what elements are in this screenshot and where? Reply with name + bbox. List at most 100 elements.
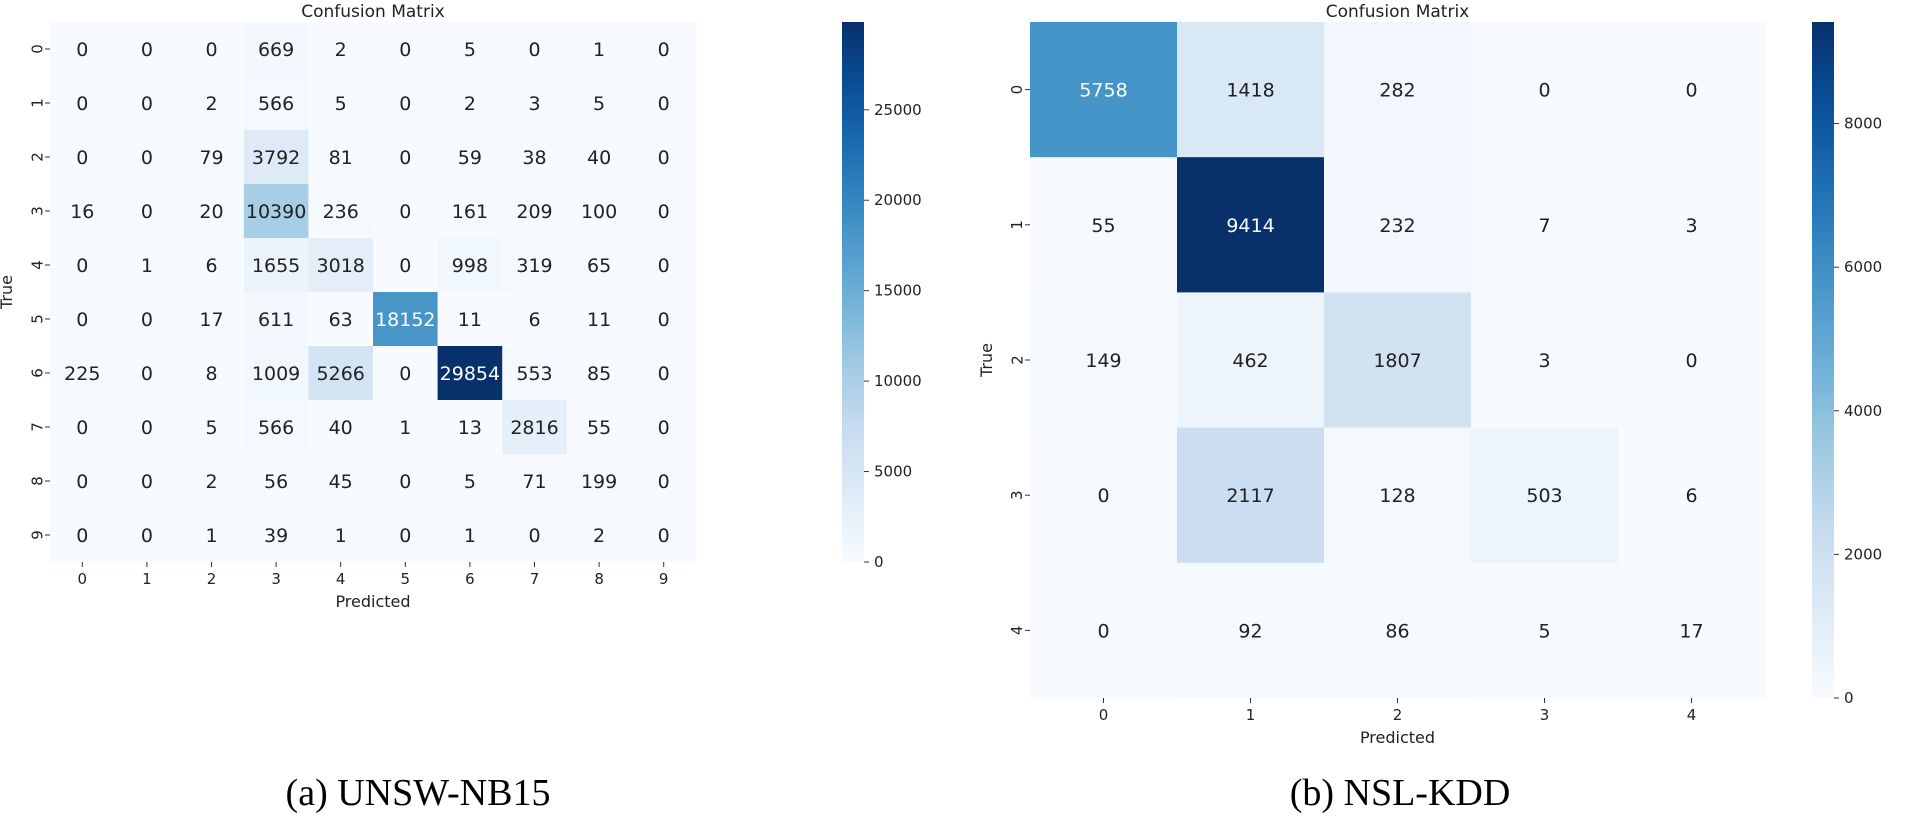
heatmap-cell [308, 508, 374, 563]
cell-value: 0 [658, 39, 670, 61]
cell-value: 0 [141, 525, 153, 547]
heatmap-cell [502, 508, 568, 563]
heatmap-cell [243, 508, 309, 563]
heatmap-cell [179, 292, 245, 347]
cell-value: 9414 [1226, 215, 1274, 237]
heatmap-cell [566, 22, 632, 77]
heatmap-cell [631, 184, 697, 239]
cell-value: 0 [658, 417, 670, 439]
cell-value: 92 [1238, 620, 1262, 642]
cell-value: 18152 [375, 309, 435, 331]
cell-value: 100 [581, 201, 617, 223]
cell-value: 17 [199, 309, 223, 331]
y-tick-label: 3 [28, 206, 46, 216]
cell-value: 3792 [252, 147, 300, 169]
cell-value: 149 [1085, 350, 1121, 372]
cell-value: 5758 [1079, 80, 1127, 102]
heatmap-cell [179, 454, 245, 509]
y-tick-label: 0 [1008, 85, 1026, 95]
cell-value: 503 [1526, 485, 1562, 507]
y-tick-label: 0 [28, 44, 46, 54]
heatmap-cell [373, 76, 439, 131]
heatmap-cell [50, 130, 116, 185]
heatmap-cell [50, 346, 116, 401]
y-tick-label: 2 [28, 152, 46, 162]
x-tick-label: 3 [1540, 706, 1550, 724]
heatmap-cell [1177, 427, 1325, 564]
heatmap-cell [179, 130, 245, 185]
heatmap-cell [502, 292, 568, 347]
heatmap-cell [179, 76, 245, 131]
y-tick-label: 1 [28, 98, 46, 108]
heatmap-cell [243, 454, 309, 509]
cell-value: 56 [264, 471, 288, 493]
heatmap-cell [566, 454, 632, 509]
cell-value: 81 [329, 147, 353, 169]
colorbar-tick-label: 0 [874, 553, 884, 571]
heatmap-cell [1030, 22, 1178, 158]
heatmap-cell [243, 400, 309, 455]
heatmap-cell [437, 130, 503, 185]
x-tick-label: 3 [271, 570, 281, 588]
heatmap-cell [437, 400, 503, 455]
cell-value: 5 [464, 471, 476, 493]
cell-value: 55 [587, 417, 611, 439]
cell-value: 0 [1097, 620, 1109, 642]
cell-value: 40 [587, 147, 611, 169]
heatmap-cell [1324, 157, 1472, 293]
cell-value: 55 [1091, 215, 1115, 237]
cell-value: 0 [141, 363, 153, 385]
x-tick-label: 9 [659, 570, 669, 588]
cell-value: 5266 [317, 363, 365, 385]
heatmap-cell [502, 76, 568, 131]
heatmap-cell [437, 292, 503, 347]
colorbar-tick-label: 20000 [874, 191, 922, 209]
heatmap-cell [373, 454, 439, 509]
cell-value: 0 [1685, 80, 1697, 102]
cell-value: 0 [141, 147, 153, 169]
cell-value: 0 [76, 93, 88, 115]
cell-value: 86 [1385, 620, 1409, 642]
cell-value: 0 [399, 471, 411, 493]
heatmap-cell [502, 238, 568, 293]
heatmap-cell [50, 22, 116, 77]
cell-value: 0 [76, 309, 88, 331]
heatmap-cell [373, 292, 439, 347]
cell-value: 611 [258, 309, 294, 331]
cell-value: 0 [76, 471, 88, 493]
cell-value: 1655 [252, 255, 300, 277]
chart-title: Confusion Matrix [1326, 2, 1470, 22]
cell-value: 38 [522, 147, 546, 169]
y-axis-label: True [977, 343, 996, 378]
cell-value: 3 [528, 93, 540, 115]
cell-value: 0 [399, 93, 411, 115]
heatmap-cell [50, 184, 116, 239]
cell-value: 2117 [1226, 485, 1274, 507]
cell-value: 1 [205, 525, 217, 547]
colorbar-tick-label: 5000 [874, 463, 912, 481]
heatmap-cell [437, 22, 503, 77]
heatmap-cell [114, 130, 180, 185]
heatmap-cell [566, 508, 632, 563]
heatmap-cell [1177, 157, 1325, 293]
y-tick-label: 8 [28, 476, 46, 486]
cell-value: 6 [205, 255, 217, 277]
cell-value: 0 [141, 417, 153, 439]
heatmap-cell [243, 346, 309, 401]
heatmap-cell [308, 22, 374, 77]
cell-value: 1009 [252, 363, 300, 385]
x-tick-label: 2 [207, 570, 217, 588]
heatmap-cell [502, 454, 568, 509]
heatmap-cell [373, 400, 439, 455]
cell-value: 0 [528, 525, 540, 547]
heatmap-cell [114, 238, 180, 293]
heatmap-cell [1618, 427, 1766, 564]
heatmap-cell [308, 76, 374, 131]
heatmap-cell [631, 238, 697, 293]
cell-value: 128 [1379, 485, 1415, 507]
heatmap-cell [373, 130, 439, 185]
cell-value: 0 [399, 39, 411, 61]
cell-value: 39 [264, 525, 288, 547]
heatmap-cell [1324, 22, 1472, 158]
